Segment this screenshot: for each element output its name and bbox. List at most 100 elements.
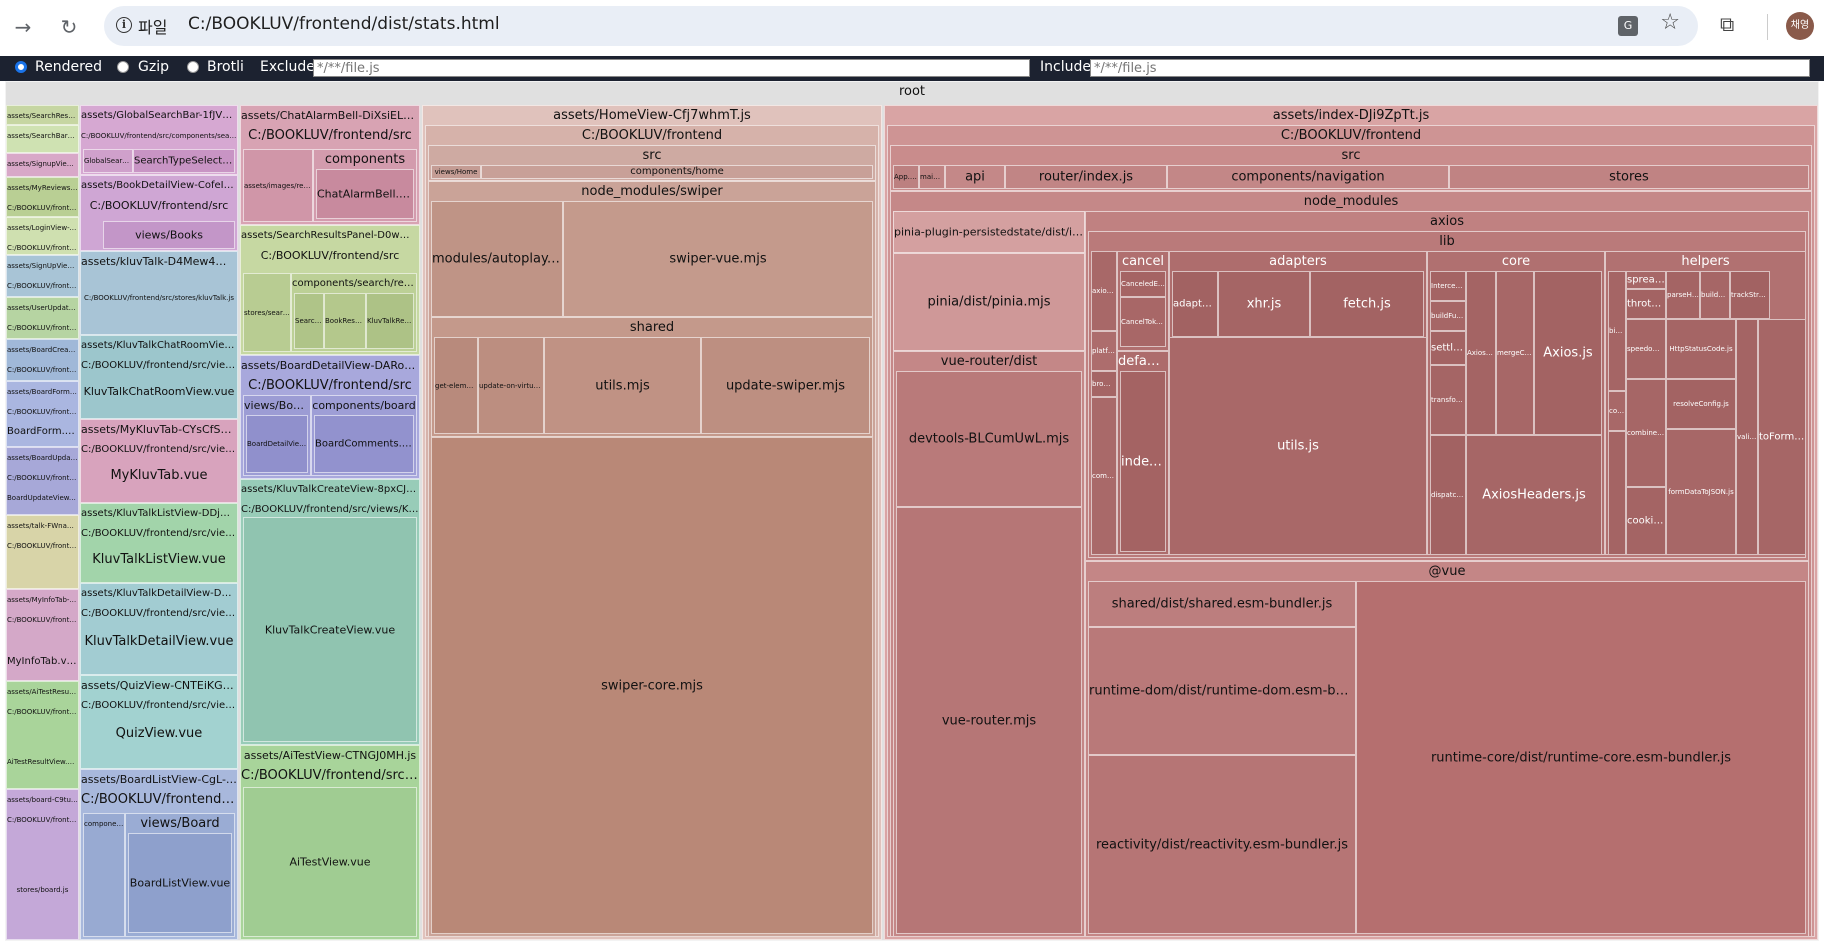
extensions-icon[interactable]: ⧉ [1720,12,1735,36]
module-node[interactable]: common [1091,397,1117,555]
module-node[interactable]: views/Home [431,165,481,179]
module-node[interactable]: HttpStatusCode.js [1666,319,1736,379]
module-node[interactable]: AiTestView.vue [243,787,417,937]
module-node[interactable]: composeSignals.js [1608,391,1626,431]
module-node[interactable]: Axios.js [1534,271,1602,435]
module-node[interactable]: platform [1091,331,1117,371]
module-node[interactable]: adapters.js [1172,271,1218,337]
chunk-kluvtalk-store[interactable]: assets/kluvTalk-D4Mew4Wc.js C:/BOOKLUV/f… [80,251,238,335]
module-node[interactable]: buildURL.js [1700,271,1730,319]
module-node[interactable]: resolveConfig.js [1666,379,1736,429]
module-node[interactable]: InterceptorManager.js [1430,271,1466,301]
chunk-node[interactable]: assets/talk-FWnadbm3.jsC:/BOOKLUV/fronte… [6,515,79,589]
module-node[interactable]: pinia-plugin-persistedstate/dist/index.j… [893,211,1085,253]
module-node[interactable]: settle.js [1430,331,1466,365]
module-node[interactable]: spread.js [1626,271,1666,289]
chunk-node[interactable]: assets/SignUpView-9FrbbMjs.jsC:/BOOKLUV/… [6,255,79,297]
module-node[interactable]: BoardDetailView.vue [246,415,308,473]
module-node[interactable]: runtime-core/dist/runtime-core.esm-bundl… [1356,581,1806,934]
module-node[interactable]: update-swiper.mjs [701,337,870,434]
info-icon[interactable]: i [116,17,132,33]
module-node[interactable]: devtools-BLCumUwL.mjs [896,371,1082,507]
chunk-node[interactable]: assets/SearchResultsView-D2bJsP5z.js [6,105,79,125]
chunk-node[interactable]: assets/BoardCreateView-Bsd8bh5v.jsC:/BOO… [6,339,79,381]
module-node[interactable]: App.vue [893,165,919,189]
chunk-node[interactable]: assets/MyInfoTab-Bb0yCo1p.jsC:/BOOKLUV/f… [6,589,79,681]
module-node[interactable]: combineURLs.js [1626,379,1666,487]
module-node[interactable]: reactivity/dist/reactivity.esm-bundler.j… [1088,755,1356,934]
module-node[interactable]: SearchTypeSelect.vue [133,149,235,173]
module-node[interactable]: bind.js [1608,271,1626,391]
module-node[interactable]: ChatAlarmBell.vue [316,169,414,219]
chunk-node[interactable]: assets/LoginView-B-mhKPqs.jsC:/BOOKLUV/f… [6,217,79,255]
gzip-label[interactable]: Gzip [138,59,169,75]
module-node[interactable]: swiper-vue.mjs [563,201,873,317]
module-node[interactable]: api [945,165,1005,189]
module-node[interactable]: cookies.js [1626,487,1666,555]
module-node[interactable]: index.js [1120,371,1166,552]
module-node[interactable]: views/Books [103,221,235,249]
chunk-mykluv-tab[interactable]: assets/MyKluvTab-CYsCfSxP.js C:/BOOKLUV/… [80,419,238,503]
module-node[interactable]: CancelToken.js [1120,297,1166,347]
profile-avatar[interactable]: 채영 [1786,12,1814,40]
module-node[interactable]: dispatchRequest.js [1430,435,1466,555]
address-bar[interactable]: i 파일 C:/BOOKLUV/frontend/dist/stats.html… [104,6,1698,46]
module-node[interactable]: SearchBookList.vue [294,293,324,349]
url-text[interactable]: C:/BOOKLUV/frontend/dist/stats.html [188,14,500,34]
include-input[interactable] [1090,59,1810,77]
module-node[interactable]: utils.mjs [544,337,701,434]
module-node[interactable]: main.js [919,165,945,189]
module-node[interactable]: BookResultItem.vue [324,293,366,349]
module-node[interactable]: assets/images/replay.png [243,149,313,222]
module-node[interactable]: CanceledError.js [1120,271,1166,297]
module-node[interactable]: throttle.js [1626,289,1666,319]
module-node[interactable]: fetch.js [1310,271,1424,337]
chunk-node[interactable]: assets/AiTestResultView-B4bT5d7g.jsC:/BO… [6,681,79,789]
module-node[interactable]: swiper-core.mjs [431,437,873,934]
chunk-node[interactable]: assets/MyReviewsView-Dwr3bXgq.jsC:/BOOKL… [6,177,79,217]
chunk-chatroom-view[interactable]: assets/KluvTalkChatRoomView-CE3UMIH.js C… [80,335,238,419]
module-node[interactable]: parseHeaders.js [1666,271,1700,319]
module-node[interactable]: xhr.js [1218,271,1310,337]
module-node[interactable]: mergeConfig.js [1496,271,1534,435]
module-node[interactable]: router/index.js [1005,165,1167,189]
module-node[interactable]: components/board [83,813,125,937]
chunk-talkdetail-view[interactable]: assets/KluvTalkDetailView-DEnWm4In.js C:… [80,583,238,675]
module-node[interactable]: axios.js [1091,251,1117,331]
module-node[interactable]: runtime-dom/dist/runtime-dom.esm-bundler… [1088,627,1356,755]
module-node[interactable]: speedometer.js [1626,319,1666,379]
module-node[interactable]: components/navigation [1167,165,1449,189]
chunk-node[interactable]: assets/BoardForm-DLuD3g2b.jsC:/BOOKLUV/f… [6,381,79,447]
module-node[interactable]: BoardListView.vue [128,833,232,933]
rendered-radio[interactable] [15,61,27,73]
module-node[interactable]: stores [1449,165,1809,189]
module-node[interactable]: vue-router.mjs [896,507,1082,934]
module-node[interactable]: KluvTalkResultItem.vue [366,293,414,349]
module-node[interactable]: toFormData.js [1758,319,1806,555]
translate-icon[interactable]: G [1618,16,1638,36]
module-node[interactable]: browser [1091,371,1117,397]
module-node[interactable]: utils.js [1169,337,1427,555]
module-node[interactable]: GlobalSearchBar.vue [83,149,133,173]
module-node[interactable]: modules/autoplay.mjs [431,201,563,317]
exclude-input[interactable] [313,59,1030,77]
module-node[interactable]: buildFullPath.js [1430,301,1466,331]
module-node[interactable]: KluvTalkCreateView.vue [243,517,417,742]
brotli-radio[interactable] [187,61,199,73]
module-node[interactable]: shared/dist/shared.esm-bundler.js [1088,581,1356,627]
chunk-node[interactable]: assets/board-C9tuu8Wq.jsC:/BOOKLUV/front… [6,789,79,940]
gzip-radio[interactable] [117,61,129,73]
forward-arrow-icon[interactable]: → [14,15,32,39]
module-node[interactable]: AxiosHeaders.js [1466,435,1602,555]
module-node[interactable] [1608,431,1626,555]
chunk-node[interactable]: assets/SignupView-DtRjH8Ks.js [6,153,79,177]
module-node[interactable]: get-element-params.mjs [434,337,478,434]
star-icon[interactable]: ☆ [1660,10,1680,35]
module-node[interactable]: AxiosError.js [1466,271,1496,435]
module-node[interactable]: components/home [481,165,873,179]
module-node[interactable]: BoardComments.vue [314,415,414,473]
chunk-node[interactable]: assets/UserUpdateView-BGkJNH7x.jsC:/BOOK… [6,297,79,339]
chunk-node[interactable]: assets/SearchBarResultView-Cy1B9kSs.js [6,125,79,153]
module-node[interactable]: formDataToJSON.js [1666,429,1736,555]
chunk-node[interactable]: assets/BoardUpdateView-Dm1_u6Gy.jsC:/BOO… [6,447,79,515]
